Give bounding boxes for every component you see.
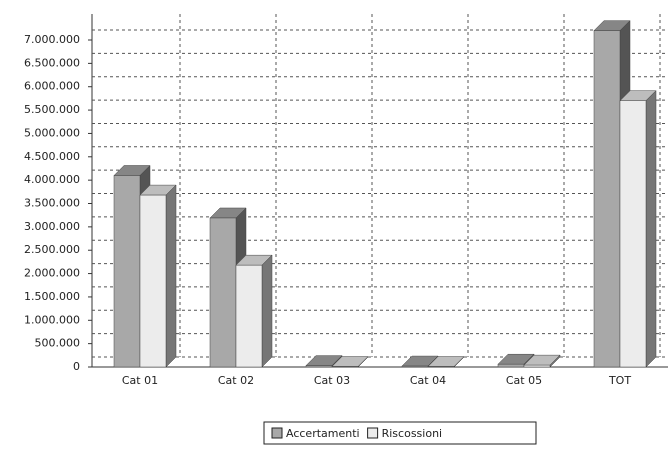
bar-side [262, 255, 272, 367]
x-tick-label: Cat 01 [122, 374, 158, 387]
bar [524, 365, 550, 367]
y-tick-label: 6.000.000 [24, 80, 80, 93]
bar-side [166, 185, 176, 367]
legend-label: Accertamenti [286, 427, 360, 440]
x-tick-label: TOT [608, 374, 631, 387]
x-tick-label: Cat 03 [314, 374, 350, 387]
bar [620, 101, 646, 367]
bar [140, 195, 166, 367]
y-tick-label: 500.000 [35, 337, 81, 350]
legend-label: Riscossioni [382, 427, 442, 440]
x-tick-label: Cat 04 [410, 374, 446, 387]
y-tick-label: 7.000.000 [24, 33, 80, 46]
bar [594, 31, 620, 367]
bar [236, 265, 262, 367]
bar [210, 218, 236, 367]
y-tick-label: 1.500.000 [24, 290, 80, 303]
x-tick-label: Cat 05 [506, 374, 542, 387]
bar [306, 366, 332, 367]
y-tick-label: 5.500.000 [24, 103, 80, 116]
legend-swatch [272, 428, 282, 438]
legend-swatch [368, 428, 378, 438]
y-tick-label: 0 [73, 360, 80, 373]
y-tick-label: 2.000.000 [24, 267, 80, 280]
bar [402, 366, 428, 367]
x-tick-label: Cat 02 [218, 374, 254, 387]
y-tick-label: 6.500.000 [24, 56, 80, 69]
y-tick-label: 3.000.000 [24, 220, 80, 233]
y-tick-label: 5.000.000 [24, 126, 80, 139]
y-tick-label: 2.500.000 [24, 243, 80, 256]
y-tick-label: 4.000.000 [24, 173, 80, 186]
bar [498, 364, 524, 367]
bar [114, 175, 140, 367]
y-tick-label: 4.500.000 [24, 150, 80, 163]
y-tick-label: 3.500.000 [24, 197, 80, 210]
legend: Accertamenti Riscossioni [264, 422, 536, 444]
bar-side [646, 91, 656, 367]
y-tick-label: 1.000.000 [24, 313, 80, 326]
